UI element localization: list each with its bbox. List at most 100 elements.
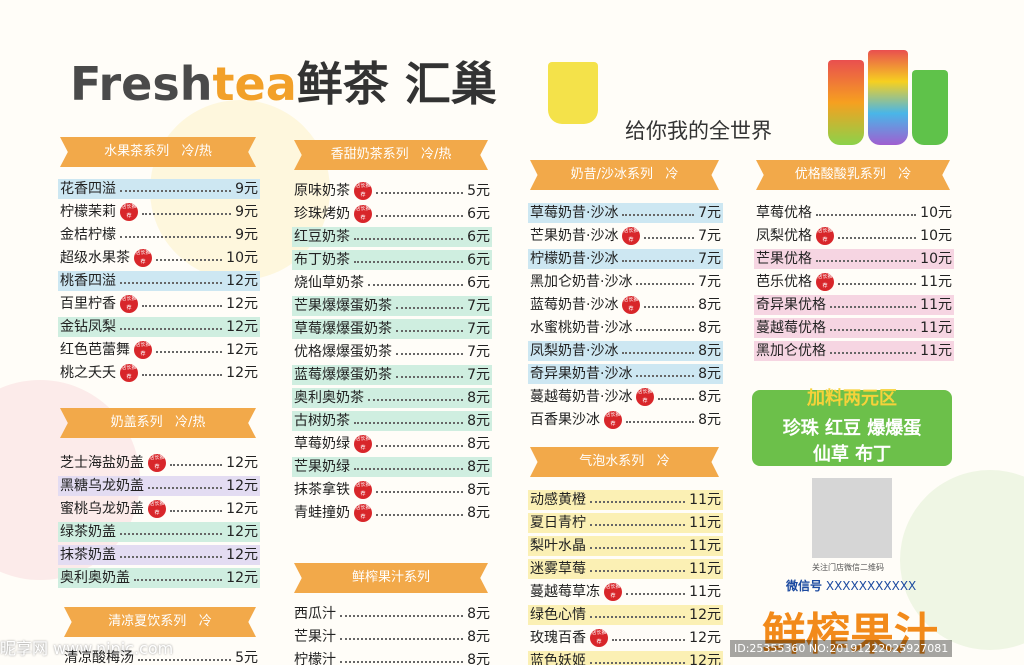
item-price: 12元 <box>226 273 258 289</box>
leader-dots <box>120 236 231 238</box>
item-name: 百香果沙冰 <box>530 412 600 428</box>
recommend-badge: 店长推荐 <box>120 364 138 382</box>
addons-title: 加料两元区 <box>807 388 897 409</box>
item-name: 绿色心情 <box>530 607 586 623</box>
menu-item: 凤梨优格 10元 店长推荐 <box>754 226 954 246</box>
section-temp: 冷/热 <box>181 144 212 159</box>
menu-item: 草莓爆爆蛋奶茶 7元 <box>292 319 492 339</box>
recommend-badge: 店长推荐 <box>354 205 372 223</box>
recommend-badge: 店长推荐 <box>604 583 622 601</box>
leader-dots <box>590 616 685 618</box>
section-title: 香甜奶茶系列 <box>330 147 409 162</box>
menu-item: 芒果汁 8元 <box>292 627 492 647</box>
drink-image <box>868 50 908 145</box>
item-price: 12元 <box>226 478 258 494</box>
item-name: 草莓爆爆蛋奶茶 <box>294 321 392 337</box>
item-price: 6元 <box>467 252 490 268</box>
leader-dots <box>142 374 222 376</box>
leader-dots <box>612 639 685 641</box>
item-price: 10元 <box>920 251 952 267</box>
item-name: 绿茶奶盖 <box>60 524 116 540</box>
menu-item: 黑加仑奶昔·沙冰 7元 <box>528 272 723 292</box>
menu-item: 蜜桃乌龙奶盖 12元 店长推荐 <box>58 499 260 519</box>
item-price: 11元 <box>920 297 952 313</box>
leader-dots <box>368 399 463 401</box>
item-name: 夏日青柠 <box>530 515 586 531</box>
item-name: 柠檬汁 <box>294 652 336 665</box>
item-name: 玫瑰百香 <box>530 630 586 646</box>
section-temp: 冷 <box>656 454 670 469</box>
menu-item: 古树奶茶 8元 <box>292 411 492 431</box>
leader-dots <box>838 237 916 239</box>
menu-item: 动感黄橙 11元 <box>528 490 723 510</box>
leader-dots <box>590 662 685 664</box>
recommend-badge: 店长推荐 <box>622 227 640 245</box>
leader-dots <box>156 259 222 261</box>
item-price: 9元 <box>235 204 258 220</box>
item-price: 9元 <box>235 181 258 197</box>
item-price: 5元 <box>467 183 490 199</box>
item-name: 金钻凤梨 <box>60 319 116 335</box>
leader-dots <box>354 238 463 240</box>
menu-item: 抹茶奶盖 12元 <box>58 545 260 565</box>
wechat-id: XXXXXXXXXXX <box>825 579 917 593</box>
item-price: 12元 <box>689 630 721 646</box>
item-price: 7元 <box>467 367 490 383</box>
leader-dots <box>134 579 222 581</box>
item-price: 11元 <box>689 538 721 554</box>
recommend-badge: 店长推荐 <box>590 629 608 647</box>
menu-item: 优格爆爆蛋奶茶 7元 <box>292 342 492 362</box>
item-price: 8元 <box>698 412 721 428</box>
menu-item: 桃香四溢 12元 <box>58 271 260 291</box>
recommend-badge: 店长推荐 <box>354 481 372 499</box>
leader-dots <box>590 501 685 503</box>
leader-dots <box>142 305 222 307</box>
menu-item: 草莓奶绿 8元 店长推荐 <box>292 434 492 454</box>
item-price: 12元 <box>226 524 258 540</box>
leader-dots <box>838 283 916 285</box>
leader-dots <box>644 237 694 239</box>
leader-dots <box>626 593 685 595</box>
menu-item: 凤梨奶昔·沙冰 8元 <box>528 341 723 361</box>
menu-item: 超级水果茶 10元 店长推荐 <box>58 248 260 268</box>
brand-b: tea <box>212 57 297 111</box>
leader-dots <box>354 422 463 424</box>
item-name: 原味奶茶 <box>294 183 350 199</box>
menu-item: 红色芭蕾舞 12元 店长推荐 <box>58 340 260 360</box>
item-price: 8元 <box>467 390 490 406</box>
leader-dots <box>376 491 463 493</box>
leader-dots <box>830 352 916 354</box>
menu-item: 百香果沙冰 8元 店长推荐 <box>528 410 723 430</box>
item-name: 烧仙草奶茶 <box>294 275 364 291</box>
menu-item: 蔓越莓优格 11元 <box>754 318 954 338</box>
section-temp: 冷 <box>898 167 912 182</box>
item-price: 8元 <box>698 320 721 336</box>
item-name: 柠檬茉莉 <box>60 204 116 220</box>
section-temp: 冷/热 <box>175 415 206 430</box>
section-header: 香甜奶茶系列 冷/热 <box>294 140 488 170</box>
menu-item: 烧仙草奶茶 6元 <box>292 273 492 293</box>
item-price: 6元 <box>467 229 490 245</box>
item-price: 8元 <box>698 297 721 313</box>
leader-dots <box>590 547 685 549</box>
section-title: 奶盖系列 <box>110 415 163 430</box>
section-header: 优格酸酸乳系列 冷 <box>756 160 950 190</box>
item-name: 水蜜桃奶昔·沙冰 <box>530 320 633 336</box>
section-temp: 冷 <box>198 614 212 629</box>
item-price: 7元 <box>698 251 721 267</box>
recommend-badge: 店长推荐 <box>148 454 166 472</box>
item-price: 8元 <box>467 413 490 429</box>
menu-item: 红豆奶茶 6元 <box>292 227 492 247</box>
item-name: 芝士海盐奶盖 <box>60 455 144 471</box>
item-price: 11元 <box>689 492 721 508</box>
recommend-badge: 店长推荐 <box>354 504 372 522</box>
menu-item: 芒果优格 10元 <box>754 249 954 269</box>
menu-item: 西瓜汁 8元 <box>292 604 492 624</box>
leader-dots <box>156 351 222 353</box>
drink-image <box>548 62 598 124</box>
menu-item: 抹茶拿铁 8元 店长推荐 <box>292 480 492 500</box>
addons-line: 珍珠 红豆 爆爆蛋 <box>782 418 922 439</box>
menu-item: 黑糖乌龙奶盖 12元 <box>58 476 260 496</box>
menu-item: 蔓越莓奶昔·沙冰 8元 店长推荐 <box>528 387 723 407</box>
